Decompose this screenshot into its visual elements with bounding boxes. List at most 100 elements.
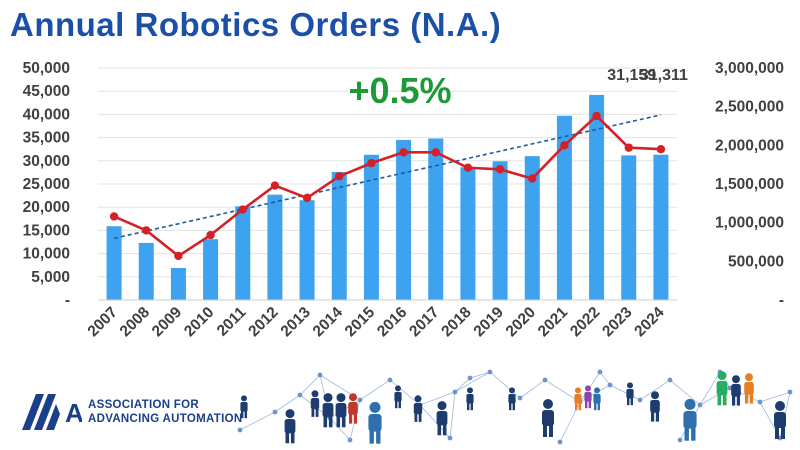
person-leg xyxy=(323,416,328,428)
person-leg xyxy=(585,401,588,409)
y-left-tick-label: 10,000 xyxy=(23,246,70,263)
network-node xyxy=(272,409,278,415)
line-series xyxy=(109,111,666,261)
line-point xyxy=(431,148,440,157)
y-right-tick-label: 1,000,000 xyxy=(715,215,784,232)
network-node xyxy=(677,437,683,443)
x-tick-label: 2012 xyxy=(245,304,281,340)
network-node xyxy=(607,382,613,388)
person-leg xyxy=(241,411,244,419)
network-link xyxy=(389,379,421,406)
person-icon xyxy=(508,387,516,411)
person-body xyxy=(335,403,347,418)
y-left-tick-label: 20,000 xyxy=(23,199,70,216)
y-right-tick-label: - xyxy=(779,292,784,309)
person-leg xyxy=(749,394,753,404)
line-point xyxy=(335,172,344,181)
network-link xyxy=(239,411,276,431)
x-tick-label: 2024 xyxy=(631,304,668,341)
person-head xyxy=(543,399,553,409)
person-body xyxy=(774,412,786,428)
person-body xyxy=(413,403,423,415)
person-body xyxy=(731,384,741,397)
person-body xyxy=(574,394,582,404)
line-series-path xyxy=(113,114,661,258)
person-icon xyxy=(413,395,423,422)
person-head xyxy=(336,393,346,403)
bar xyxy=(331,171,347,300)
network-link xyxy=(419,391,456,406)
x-tick-label: 2014 xyxy=(310,304,347,341)
y-right-tick-label: 500,000 xyxy=(728,253,784,270)
bar xyxy=(235,206,251,300)
bar xyxy=(299,200,315,300)
person-icon xyxy=(466,387,474,411)
person-head xyxy=(627,382,633,389)
bar xyxy=(492,161,508,300)
person-head xyxy=(414,395,422,403)
person-icon xyxy=(593,387,601,411)
person-head xyxy=(395,385,401,392)
person-icon xyxy=(716,371,728,406)
y-left-tick-label: 50,000 xyxy=(23,60,70,77)
person-leg xyxy=(285,432,290,444)
line-point xyxy=(238,205,247,214)
network-node xyxy=(597,369,603,375)
bar xyxy=(170,267,186,300)
x-tick-label: 2015 xyxy=(342,304,379,341)
bar-series xyxy=(106,94,669,301)
person-icon xyxy=(394,385,402,409)
network-node xyxy=(357,397,363,403)
person-leg xyxy=(349,414,353,424)
network-node xyxy=(517,395,523,401)
bar xyxy=(106,226,122,300)
person-icon xyxy=(574,387,582,411)
network-node xyxy=(237,427,243,433)
person-icon xyxy=(335,393,347,428)
network-link xyxy=(454,377,471,393)
network-node xyxy=(787,389,793,395)
org-name-line2: ADVANCING AUTOMATION xyxy=(88,413,243,425)
bar xyxy=(524,156,540,300)
org-name-line1: ASSOCIATION FOR xyxy=(88,399,199,411)
x-tick-label: 2008 xyxy=(117,304,154,341)
y-left-tick-label: - xyxy=(65,292,70,309)
y-right-tick-label: 1,500,000 xyxy=(715,176,784,193)
x-tick-label: 2020 xyxy=(503,304,539,340)
network-node xyxy=(697,402,703,408)
network-node xyxy=(557,439,563,445)
a3-logo-icon: A3 xyxy=(22,394,82,430)
bar xyxy=(138,242,154,300)
person-body xyxy=(322,403,334,418)
person-head xyxy=(717,371,727,381)
line-point xyxy=(624,143,633,152)
person-leg xyxy=(369,430,374,444)
network-link xyxy=(669,379,701,406)
line-point xyxy=(174,251,183,261)
gridlines xyxy=(98,67,677,301)
bar xyxy=(396,139,412,300)
network-node xyxy=(387,377,393,383)
y-left-tick-label: 35,000 xyxy=(23,130,70,147)
person-icon xyxy=(368,401,382,444)
line-point xyxy=(495,165,505,174)
x-tick-label: 2011 xyxy=(214,304,250,340)
bar xyxy=(589,94,605,300)
bar xyxy=(460,167,476,300)
person-body xyxy=(593,394,601,404)
person-icon xyxy=(284,409,296,444)
person-head xyxy=(323,393,333,403)
person-icon xyxy=(584,385,592,409)
x-tick-label: 2009 xyxy=(149,304,186,341)
y-axis-right: - 500,000 1,000,000 1,500,000 2,000,000 2,500… xyxy=(715,60,784,309)
person-leg xyxy=(244,411,247,419)
person-leg xyxy=(722,394,727,406)
y-left-tick-label: 30,000 xyxy=(23,153,70,170)
person-head xyxy=(285,409,295,419)
bar xyxy=(621,155,637,300)
person-body xyxy=(240,402,248,412)
bar xyxy=(267,194,283,300)
person-leg xyxy=(684,427,689,441)
network-node xyxy=(637,397,643,403)
